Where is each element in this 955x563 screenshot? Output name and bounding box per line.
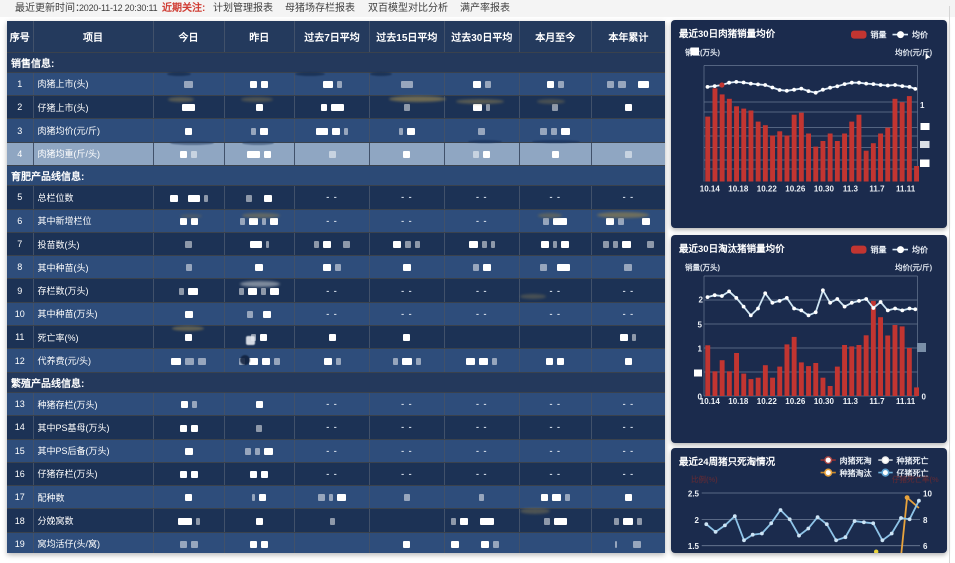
svg-text:种猪淘汰: 种猪淘汰 [839, 468, 873, 478]
svg-text:10.22: 10.22 [757, 397, 778, 406]
svg-text:1.5: 1.5 [688, 542, 700, 551]
svg-text:肉猪死淘: 肉猪死淘 [840, 455, 872, 465]
svg-text:比例(%): 比例(%) [691, 474, 718, 484]
svg-text:仔猪死亡率(%: 仔猪死亡率(% [892, 474, 939, 484]
svg-text:均价: 均价 [912, 30, 929, 40]
svg-text:均价: 均价 [912, 245, 929, 255]
svg-text:10.30: 10.30 [814, 185, 835, 194]
svg-text:10.30: 10.30 [814, 397, 835, 406]
svg-text:0: 0 [922, 393, 927, 402]
svg-text:10.14: 10.14 [700, 397, 721, 406]
svg-text:销量: 销量 [871, 30, 887, 40]
svg-text:销量(万头): 销量(万头) [685, 47, 720, 57]
svg-text:11.7: 11.7 [869, 397, 885, 406]
svg-text:1: 1 [698, 345, 703, 354]
svg-text:10.22: 10.22 [757, 185, 778, 194]
svg-text:1: 1 [920, 101, 925, 110]
svg-text:10.18: 10.18 [728, 185, 749, 194]
svg-text:10.14: 10.14 [700, 185, 721, 194]
svg-text:销量: 销量 [871, 245, 887, 255]
svg-text:种猪死亡: 种猪死亡 [896, 455, 929, 465]
svg-text:2: 2 [699, 296, 704, 305]
svg-text:11.11: 11.11 [896, 397, 916, 406]
svg-text:最近30日肉猪销量均价: 最近30日肉猪销量均价 [679, 28, 776, 40]
svg-text:最近24周猪只死淘情况: 最近24周猪只死淘情况 [679, 456, 776, 468]
svg-text:2.5: 2.5 [688, 490, 700, 499]
svg-text:10: 10 [923, 490, 932, 499]
svg-text:11.3: 11.3 [843, 397, 859, 406]
svg-text:5: 5 [698, 321, 703, 330]
svg-text:11.7: 11.7 [869, 185, 885, 194]
svg-text:2: 2 [695, 516, 700, 525]
svg-text:最近30日淘汰猪销量均价: 最近30日淘汰猪销量均价 [679, 243, 785, 255]
svg-text:销量(万头): 销量(万头) [685, 262, 720, 272]
svg-text:仔猪死亡: 仔猪死亡 [897, 468, 929, 478]
svg-text:10.26: 10.26 [785, 397, 806, 406]
svg-text:8: 8 [923, 516, 928, 525]
svg-text:10.26: 10.26 [785, 185, 806, 194]
svg-text:10.18: 10.18 [728, 397, 749, 406]
svg-text:均价(元/斤): 均价(元/斤) [895, 262, 933, 272]
svg-text:11.3: 11.3 [843, 185, 859, 194]
svg-text:均价(元/斤): 均价(元/斤) [895, 47, 933, 57]
svg-text:0: 0 [698, 393, 703, 402]
svg-text:6: 6 [923, 542, 928, 551]
svg-text:11.11: 11.11 [896, 185, 916, 194]
